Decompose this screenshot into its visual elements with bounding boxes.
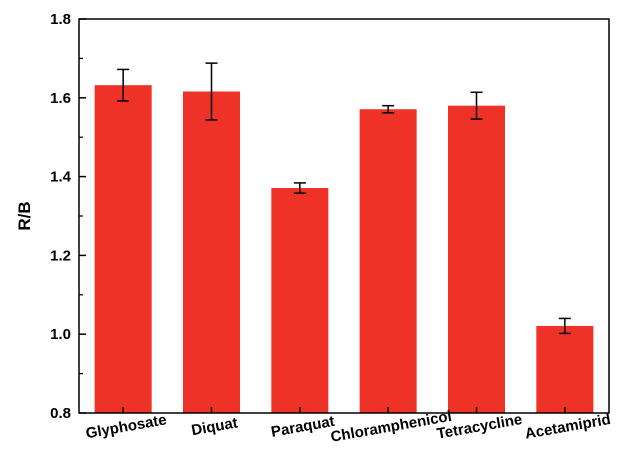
- x-tick-label: Diquat: [190, 414, 239, 439]
- y-tick-label: 1.4: [50, 169, 72, 186]
- error-bar-paraquat: [293, 182, 306, 194]
- y-tick-label: 1.8: [50, 11, 71, 28]
- y-tick-label: 1.6: [50, 90, 71, 107]
- error-bar-diquat: [205, 62, 218, 121]
- x-tick-label: Acetamiprid: [524, 411, 612, 443]
- error-bar-acetamiprid: [558, 317, 571, 335]
- y-axis-label: R/B: [15, 201, 34, 230]
- y-tick-label: 1.2: [50, 247, 71, 264]
- y-tick-label: 0.8: [50, 405, 71, 422]
- bar-paraquat: [271, 188, 329, 413]
- error-bar-glyphosate: [117, 68, 130, 102]
- y-tick-label: 1.0: [50, 326, 71, 343]
- error-bar-tetracycline: [470, 91, 483, 120]
- plot-frame: [78, 18, 610, 414]
- bar-chloramphenicol: [359, 109, 417, 413]
- bar-tetracycline: [448, 105, 505, 414]
- x-tick-label: Glyphosate: [84, 411, 167, 442]
- bar-diquat: [183, 91, 240, 413]
- bar-glyphosate: [94, 85, 152, 413]
- error-bar-chloramphenicol: [382, 104, 395, 114]
- bar-acetamiprid: [536, 325, 594, 413]
- x-tick-label: Paraquat: [270, 413, 336, 441]
